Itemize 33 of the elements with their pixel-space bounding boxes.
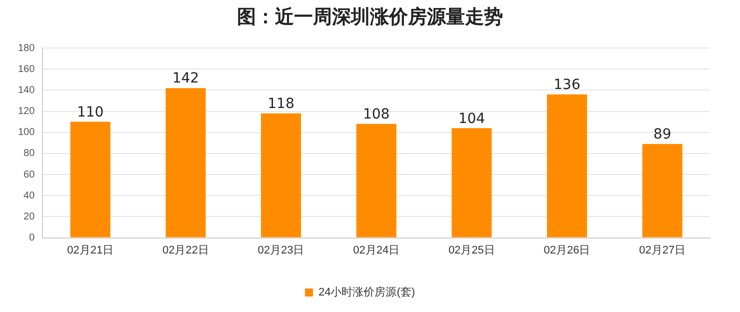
data-label: 142: [172, 70, 200, 87]
data-label: 89: [653, 126, 672, 143]
y-tick-label: 80: [24, 148, 36, 160]
chart-title: 图：近一周深圳涨价房源量走势: [236, 5, 504, 30]
bar: [546, 94, 588, 238]
data-label: 108: [362, 106, 390, 123]
bar: [260, 113, 302, 238]
bar: [356, 124, 396, 238]
bar: [642, 144, 682, 238]
x-tick-label: 02月26日: [544, 244, 590, 256]
bar: [452, 128, 492, 238]
y-tick-label: 0: [29, 232, 36, 244]
data-label: 104: [458, 110, 486, 127]
y-tick-label: 160: [18, 64, 36, 75]
y-tick-label: 40: [24, 190, 36, 202]
bar: [166, 88, 206, 238]
legend-label: 24小时涨价房源(套): [318, 286, 416, 299]
y-tick-label: 100: [18, 127, 36, 138]
x-tick-label: 02月27日: [639, 244, 686, 256]
y-tick-label: 180: [18, 42, 36, 54]
x-tick-label: 02月22日: [162, 244, 209, 256]
data-label: 118: [268, 96, 294, 112]
y-tick-label: 60: [24, 169, 36, 180]
x-tick-label: 02月25日: [448, 244, 495, 256]
bar: [70, 122, 110, 238]
x-tick-label: 02月21日: [67, 244, 114, 256]
data-label: 136: [554, 77, 580, 94]
y-tick-label: 120: [18, 106, 36, 118]
y-tick-label: 20: [24, 211, 36, 222]
x-tick-label: 02月23日: [258, 244, 304, 256]
data-label: 110: [76, 104, 104, 120]
x-tick-label: 02月24日: [353, 244, 400, 256]
y-tick-label: 140: [18, 84, 36, 96]
